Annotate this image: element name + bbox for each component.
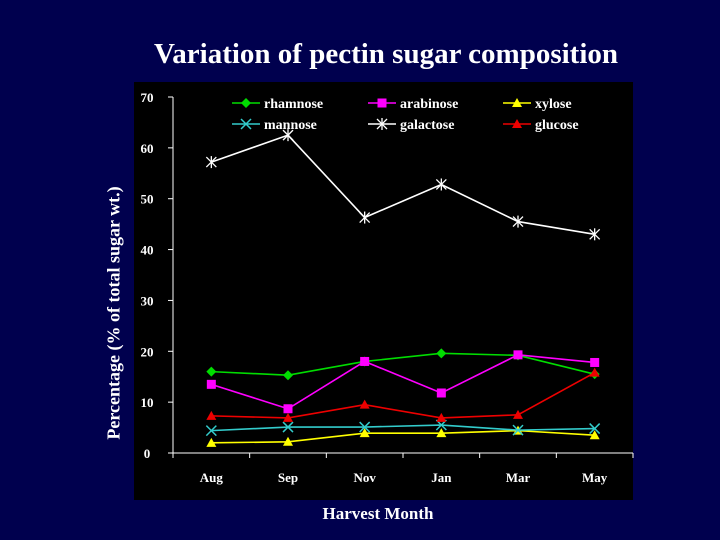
- data-point-galactose: [589, 228, 601, 241]
- data-point-xylose: [206, 437, 217, 447]
- legend-marker: [512, 119, 522, 128]
- data-point-galactose: [512, 215, 524, 228]
- data-point-rhamnose: [283, 370, 293, 381]
- y-tick-label: 30: [141, 293, 154, 308]
- data-point-glucose: [206, 410, 217, 420]
- legend-label: glucose: [535, 118, 579, 133]
- x-tick-label: Nov: [353, 470, 376, 485]
- x-tick-label: Aug: [200, 470, 224, 485]
- legend-item-galactose: galactose: [368, 118, 454, 133]
- series-layer: [205, 129, 601, 447]
- series-line-arabinose: [211, 354, 595, 410]
- legend-label: xylose: [535, 97, 572, 112]
- data-point-mannose: [205, 425, 217, 437]
- series-glucose: [206, 367, 600, 422]
- series-galactose: [205, 129, 601, 241]
- chart-title: Variation of pectin sugar composition: [153, 38, 619, 70]
- y-tick-label: 70: [141, 90, 154, 105]
- plot-background: [134, 82, 633, 500]
- data-point-mannose: [359, 421, 371, 433]
- legend-marker: [376, 118, 388, 130]
- data-point-mannose: [512, 424, 524, 436]
- y-tick-label: 10: [141, 395, 154, 410]
- y-tick-label: 20: [141, 344, 154, 359]
- legend-label: mannose: [264, 118, 317, 133]
- data-point-galactose: [205, 156, 217, 169]
- data-point-xylose: [436, 428, 447, 438]
- legend: rhamnose arabinose xylose mannose galactose g…: [232, 97, 579, 133]
- legend-item-xylose: xylose: [503, 97, 572, 112]
- data-point-arabinose: [206, 379, 216, 389]
- legend-item-arabinose: arabinose: [368, 97, 458, 112]
- legend-item-rhamnose: rhamnose: [232, 97, 323, 112]
- x-tick-label: Jan: [431, 470, 452, 485]
- y-tick-label: 0: [144, 446, 151, 461]
- y-tick-label: 40: [141, 243, 154, 258]
- axes: [168, 96, 634, 458]
- data-point-arabinose: [283, 404, 293, 414]
- y-tick-label: 60: [141, 141, 154, 156]
- series-arabinose: [206, 350, 600, 414]
- legend-marker: [241, 98, 251, 108]
- legend-item-mannose: mannose: [232, 118, 317, 133]
- series-line-xylose: [211, 429, 595, 444]
- data-point-glucose: [436, 412, 447, 422]
- legend-label: galactose: [400, 118, 454, 133]
- x-tick-labels: Aug Sep Nov Jan Mar May: [200, 470, 608, 485]
- x-tick-label: Sep: [278, 470, 298, 485]
- series-line-galactose: [211, 134, 595, 236]
- data-point-arabinose: [513, 350, 523, 360]
- data-point-rhamnose: [436, 348, 447, 359]
- data-point-mannose: [589, 423, 601, 435]
- data-point-galactose: [435, 178, 447, 191]
- data-point-galactose: [359, 211, 371, 224]
- x-tick-label: May: [582, 470, 608, 485]
- data-point-mannose: [282, 421, 294, 433]
- series-line-glucose: [211, 371, 596, 419]
- data-point-glucose: [283, 412, 293, 422]
- y-tick-label: 50: [141, 192, 154, 207]
- legend-item-glucose: glucose: [503, 118, 579, 133]
- data-point-xylose: [589, 430, 600, 440]
- legend-marker: [240, 118, 252, 130]
- data-point-rhamnose: [206, 366, 217, 377]
- data-point-glucose: [359, 399, 370, 409]
- legend-marker: [377, 98, 387, 108]
- legend-label: arabinose: [400, 97, 458, 112]
- x-axis-label: Harvest Month: [322, 504, 434, 523]
- data-point-glucose: [589, 367, 600, 377]
- legend-marker: [512, 98, 522, 107]
- data-point-xylose: [283, 436, 293, 446]
- data-point-xylose: [359, 428, 370, 438]
- x-tick-label: Mar: [506, 470, 531, 485]
- data-point-arabinose: [436, 388, 446, 398]
- y-tick-labels: 0 10 20 30 40 50 60 70: [141, 90, 154, 461]
- series-line-rhamnose: [211, 352, 595, 376]
- data-point-arabinose: [590, 357, 600, 367]
- legend-label: rhamnose: [264, 97, 323, 112]
- data-point-glucose: [513, 409, 523, 419]
- data-point-arabinose: [360, 356, 370, 366]
- data-point-galactose: [282, 129, 294, 142]
- series-line-mannose: [211, 424, 595, 432]
